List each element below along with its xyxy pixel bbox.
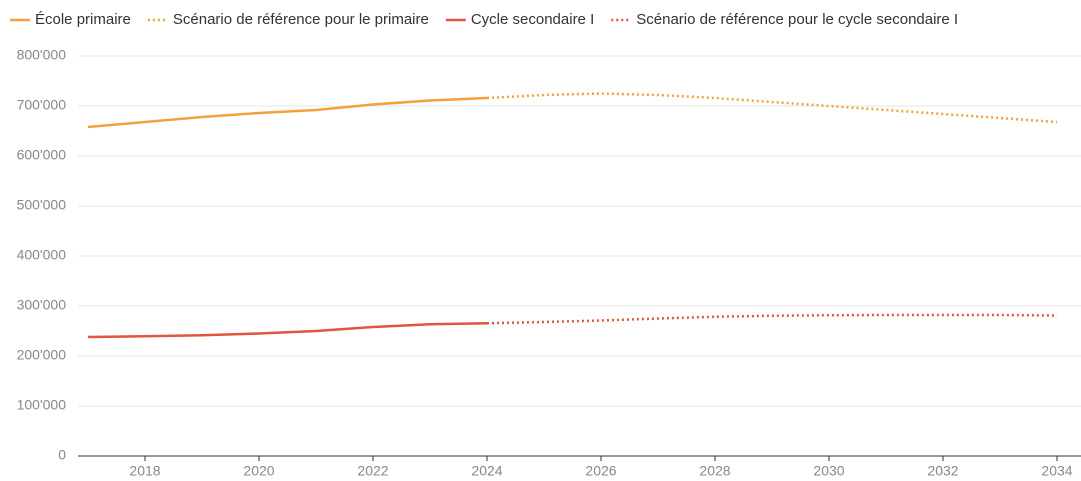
y-tick-label: 200'000 <box>17 347 67 363</box>
y-tick-label: 300'000 <box>17 297 67 313</box>
x-tick-label: 2032 <box>927 463 958 479</box>
legend-label: Cycle secondaire I <box>471 11 594 28</box>
series-line <box>486 92 1058 124</box>
x-tick-label: 2020 <box>243 463 274 479</box>
x-tick-label: 2024 <box>471 463 502 479</box>
y-tick-label: 0 <box>58 447 66 463</box>
series-line <box>87 96 488 129</box>
y-tick-label: 400'000 <box>17 247 67 263</box>
x-tick-label: 2018 <box>129 463 160 479</box>
legend-label: École primaire <box>35 11 131 28</box>
legend-label: Scénario de référence pour le cycle seco… <box>636 11 958 28</box>
x-tick-label: 2022 <box>357 463 388 479</box>
y-tick-label: 500'000 <box>17 197 67 213</box>
series-line <box>486 313 1058 325</box>
x-tick-label: 2026 <box>585 463 616 479</box>
legend-label: Scénario de référence pour le primaire <box>173 11 429 28</box>
y-tick-label: 600'000 <box>17 147 67 163</box>
x-tick-label: 2034 <box>1041 463 1072 479</box>
x-tick-label: 2030 <box>813 463 844 479</box>
series-line <box>87 322 488 339</box>
x-tick-label: 2028 <box>699 463 730 479</box>
y-tick-label: 800'000 <box>17 47 67 63</box>
y-tick-label: 100'000 <box>17 397 67 413</box>
y-tick-label: 700'000 <box>17 97 67 113</box>
